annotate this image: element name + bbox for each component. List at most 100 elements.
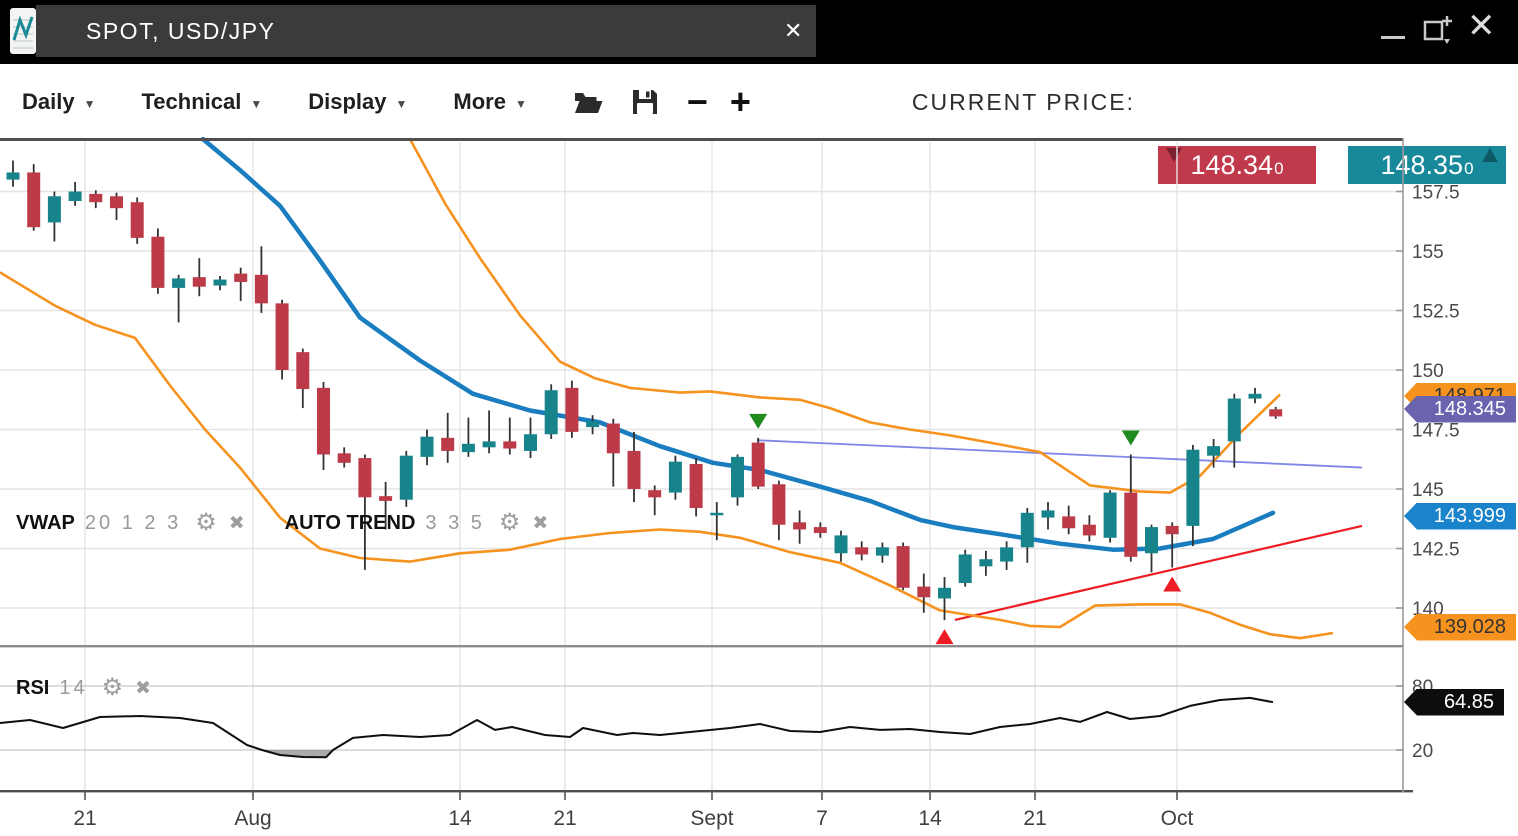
- chevron-down-icon: ▼: [83, 96, 96, 111]
- candle-up: [710, 512, 724, 516]
- chevron-down-icon: ▼: [395, 96, 408, 111]
- tab-title: SPOT, USD/JPY: [86, 17, 276, 44]
- candle-up: [875, 547, 889, 556]
- candle-down: [1165, 525, 1179, 535]
- candle-down: [896, 546, 910, 588]
- last-price-tag: 148.345: [1404, 395, 1516, 423]
- candle-down: [627, 450, 641, 489]
- toolbar: Daily ▼ Technical ▼ Display ▼ More ▼: [0, 64, 1518, 184]
- menu-more[interactable]: More ▼: [453, 89, 527, 114]
- candle-down: [855, 547, 869, 555]
- candle-down: [1082, 524, 1096, 536]
- vwap-price-tag: 143.999: [1404, 502, 1516, 530]
- candle-up: [544, 390, 558, 435]
- zoom-in-button[interactable]: +: [729, 81, 751, 122]
- plot-top-border: [0, 138, 1403, 141]
- candle-down: [503, 441, 517, 449]
- y-axis-label: 155: [1412, 242, 1444, 263]
- menu-display[interactable]: Display ▼: [308, 89, 408, 114]
- candle-up: [461, 443, 475, 453]
- candle-down: [254, 274, 268, 304]
- x-axis-label: Sept: [690, 807, 733, 830]
- candle-up: [1041, 510, 1055, 518]
- candle-up: [399, 455, 413, 500]
- candle-down: [234, 273, 248, 282]
- candle-up: [668, 461, 682, 493]
- candle-up: [1103, 492, 1117, 538]
- bid-price-button[interactable]: 148.34 0: [1158, 146, 1316, 184]
- candle-up: [1227, 398, 1241, 442]
- ask-price-button[interactable]: 148.35 0: [1348, 146, 1506, 184]
- candle-down: [1269, 409, 1283, 417]
- tab-close-icon[interactable]: ✕: [784, 18, 803, 43]
- panel-divider: [0, 645, 1403, 648]
- buy-signal-icon: [1163, 576, 1182, 592]
- x-axis-label: 14: [448, 807, 472, 830]
- indicator-legend-row: VWAP 20 1 2 3 ⚙ ✖ AUTO TREND 3 3 5 ⚙ ✖: [16, 510, 588, 536]
- document-tab[interactable]: SPOT, USD/JPY ✕: [36, 5, 816, 57]
- candle-up: [47, 196, 61, 223]
- candle-up: [586, 421, 600, 428]
- x-axis-label: 7: [816, 807, 828, 830]
- open-folder-icon[interactable]: [573, 88, 603, 116]
- candle-down: [27, 172, 41, 228]
- x-axis-label: 14: [918, 807, 942, 830]
- candle-up: [1145, 527, 1158, 554]
- candle-down: [379, 496, 393, 501]
- autotrend-legend: AUTO TREND 3 3 5 ⚙ ✖: [284, 509, 549, 536]
- remove-indicator-icon[interactable]: ✖: [532, 512, 549, 534]
- gear-icon[interactable]: ⚙: [195, 509, 217, 536]
- zoom-out-button[interactable]: −: [686, 81, 708, 122]
- minimize-icon[interactable]: [1381, 36, 1405, 39]
- chevron-down-icon: ▼: [250, 96, 263, 111]
- candle-down: [565, 387, 579, 432]
- candle-up: [482, 441, 496, 448]
- y-axis-label: 142.5: [1412, 540, 1460, 561]
- candle-up: [1248, 393, 1262, 399]
- rsi-axis-label: 20: [1412, 741, 1433, 762]
- candle-down: [772, 484, 786, 525]
- candle-up: [1186, 449, 1200, 526]
- candle-up: [834, 535, 848, 554]
- x-axis-label: 21: [1023, 807, 1046, 830]
- candle-down: [151, 236, 165, 288]
- rsi-oversold-shade: [262, 750, 333, 758]
- x-axis-line: [0, 790, 1413, 793]
- vwap-legend: VWAP 20 1 2 3 ⚙ ✖: [16, 509, 245, 536]
- sell-signal-icon: [1121, 430, 1140, 446]
- y-axis-label: 145: [1412, 480, 1444, 501]
- candle-down: [689, 464, 703, 509]
- menu-technical[interactable]: Technical ▼: [141, 89, 263, 114]
- x-axis-label: 21: [553, 807, 576, 830]
- candle-down: [813, 527, 827, 534]
- remove-indicator-icon[interactable]: ✖: [135, 677, 152, 699]
- popout-icon[interactable]: [1423, 14, 1453, 53]
- gear-icon[interactable]: ⚙: [101, 674, 124, 701]
- arrow-down-icon: [1166, 148, 1182, 162]
- gear-icon[interactable]: ⚙: [498, 509, 521, 536]
- candle-up: [1000, 547, 1014, 562]
- title-bar: SPOT, USD/JPY ✕ ✕: [0, 0, 1518, 64]
- candle-down: [358, 458, 372, 498]
- candle-down: [1124, 492, 1138, 557]
- y-axis-label: 147.5: [1412, 421, 1460, 442]
- rsi-line: [0, 696, 1274, 759]
- save-icon[interactable]: [631, 88, 659, 116]
- menu-daily[interactable]: Daily ▼: [22, 89, 96, 114]
- candle-up: [958, 554, 972, 584]
- x-axis-label: Aug: [234, 807, 271, 830]
- candle-down: [192, 277, 206, 287]
- candle-down: [917, 586, 931, 598]
- candle-down: [110, 196, 123, 209]
- y-axis-label: 150: [1412, 361, 1444, 382]
- candle-up: [938, 587, 951, 599]
- candle-down: [89, 193, 103, 203]
- remove-indicator-icon[interactable]: ✖: [228, 512, 245, 534]
- candle-up: [979, 559, 993, 567]
- rsi-value-tag: 64.85: [1404, 688, 1504, 716]
- chevron-down-icon: ▼: [514, 96, 527, 111]
- window-close-icon[interactable]: ✕: [1467, 7, 1496, 45]
- candle-up: [68, 191, 82, 202]
